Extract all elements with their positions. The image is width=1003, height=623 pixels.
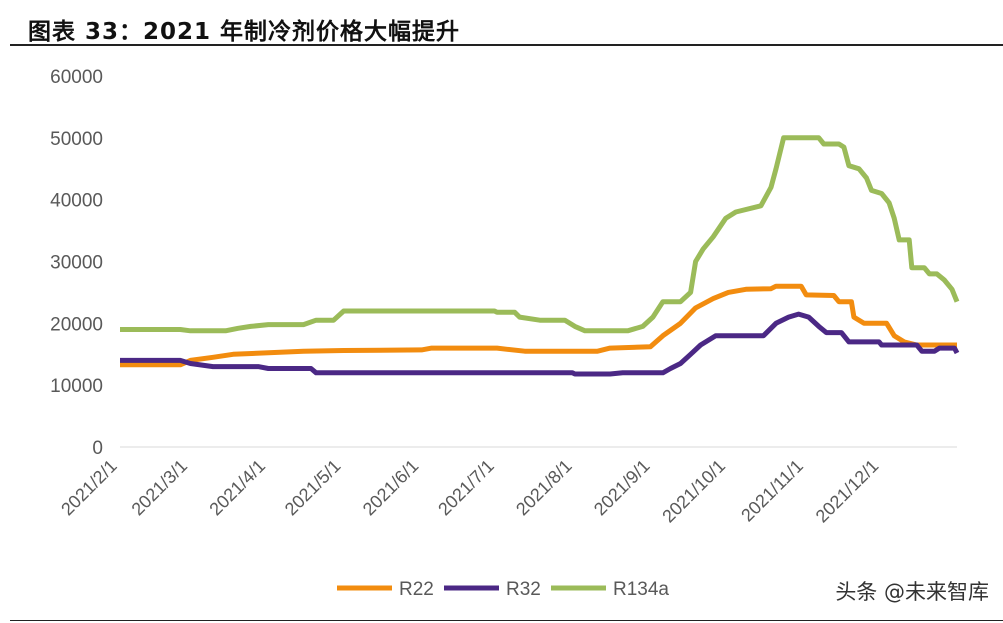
legend-label: R22: [399, 579, 434, 600]
x-tick-label: 2021/5/1: [281, 456, 345, 520]
x-tick-label: 2021/4/1: [205, 456, 269, 520]
x-tick-label: 2021/6/1: [359, 456, 423, 520]
legend-label: R32: [506, 579, 541, 600]
x-tick-label: 2021/7/1: [434, 456, 498, 520]
y-tick-label: 20000: [50, 314, 103, 335]
title-divider: [10, 44, 1003, 46]
figure-title: 图表 33：2021 年制冷剂价格大幅提升: [28, 19, 461, 45]
series-line-r22: [120, 283, 957, 368]
y-tick-label: 10000: [50, 376, 103, 397]
y-tick-label: 50000: [50, 129, 103, 150]
series-line-r134a: [120, 135, 960, 334]
x-tick-label: 2021/2/1: [57, 456, 121, 520]
x-tick-label: 2021/3/1: [128, 456, 192, 520]
legend-label: R134a: [613, 579, 669, 600]
y-tick-label: 30000: [50, 253, 103, 274]
legend-item-r32: R32: [444, 579, 541, 600]
series-line-r32: [120, 311, 960, 377]
legend-item-r134a: R134a: [551, 579, 669, 600]
x-tick-label: 2021/12/1: [812, 456, 883, 527]
legend-item-r22: R22: [337, 579, 434, 600]
x-tick-label: 2021/11/1: [737, 456, 807, 526]
y-tick-label: 0: [92, 438, 103, 459]
y-tick-label: 40000: [50, 191, 103, 212]
x-tick-label: 2021/8/1: [512, 456, 576, 520]
x-tick-label: 2021/9/1: [590, 456, 654, 520]
x-tick-label: 2021/10/1: [658, 456, 729, 527]
watermark: 头条 @未来智库: [835, 580, 989, 604]
y-tick-label: 60000: [50, 67, 103, 88]
bottom-divider: [10, 620, 1003, 621]
